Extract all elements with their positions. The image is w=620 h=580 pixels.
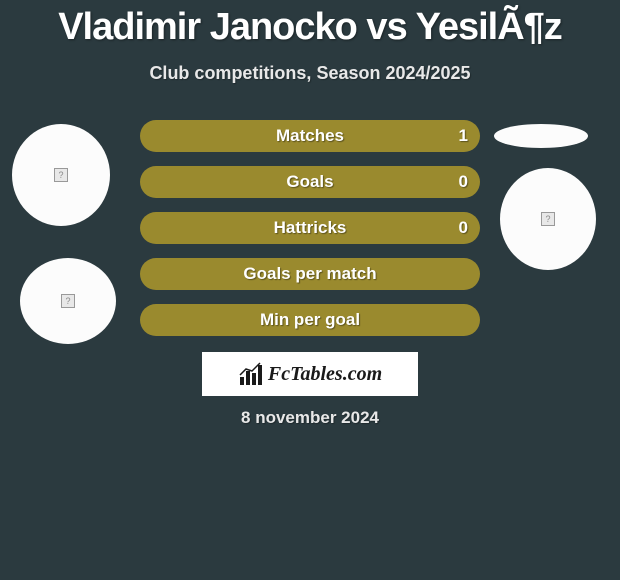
stat-label: Matches <box>276 126 344 146</box>
player-oval-right <box>494 124 588 148</box>
stat-label: Min per goal <box>260 310 360 330</box>
stat-value: 0 <box>459 218 468 238</box>
stat-bar-goals: Goals 0 <box>140 166 480 198</box>
image-placeholder-icon: ? <box>61 294 75 308</box>
player-circle-left-2: ? <box>20 258 116 344</box>
stat-label: Goals <box>286 172 333 192</box>
brand-text: FcTables.com <box>268 363 382 386</box>
stat-bar-matches: Matches 1 <box>140 120 480 152</box>
brand-link[interactable]: FcTables.com <box>202 352 418 396</box>
stat-value: 1 <box>459 126 468 146</box>
subtitle: Club competitions, Season 2024/2025 <box>0 63 620 84</box>
stat-label: Goals per match <box>243 264 376 284</box>
stat-label: Hattricks <box>274 218 347 238</box>
stats-bars: Matches 1 Goals 0 Hattricks 0 Goals per … <box>140 120 480 350</box>
chart-bars-icon <box>238 361 264 387</box>
image-placeholder-icon: ? <box>541 212 555 226</box>
stat-bar-hattricks: Hattricks 0 <box>140 212 480 244</box>
page-title: Vladimir Janocko vs YesilÃ¶z <box>0 0 620 49</box>
player-circle-left-1: ? <box>12 124 110 226</box>
stat-bar-goals-per-match: Goals per match <box>140 258 480 290</box>
stat-bar-min-per-goal: Min per goal <box>140 304 480 336</box>
stat-value: 0 <box>459 172 468 192</box>
date-label: 8 november 2024 <box>0 408 620 428</box>
image-placeholder-icon: ? <box>54 168 68 182</box>
player-circle-right: ? <box>500 168 596 270</box>
